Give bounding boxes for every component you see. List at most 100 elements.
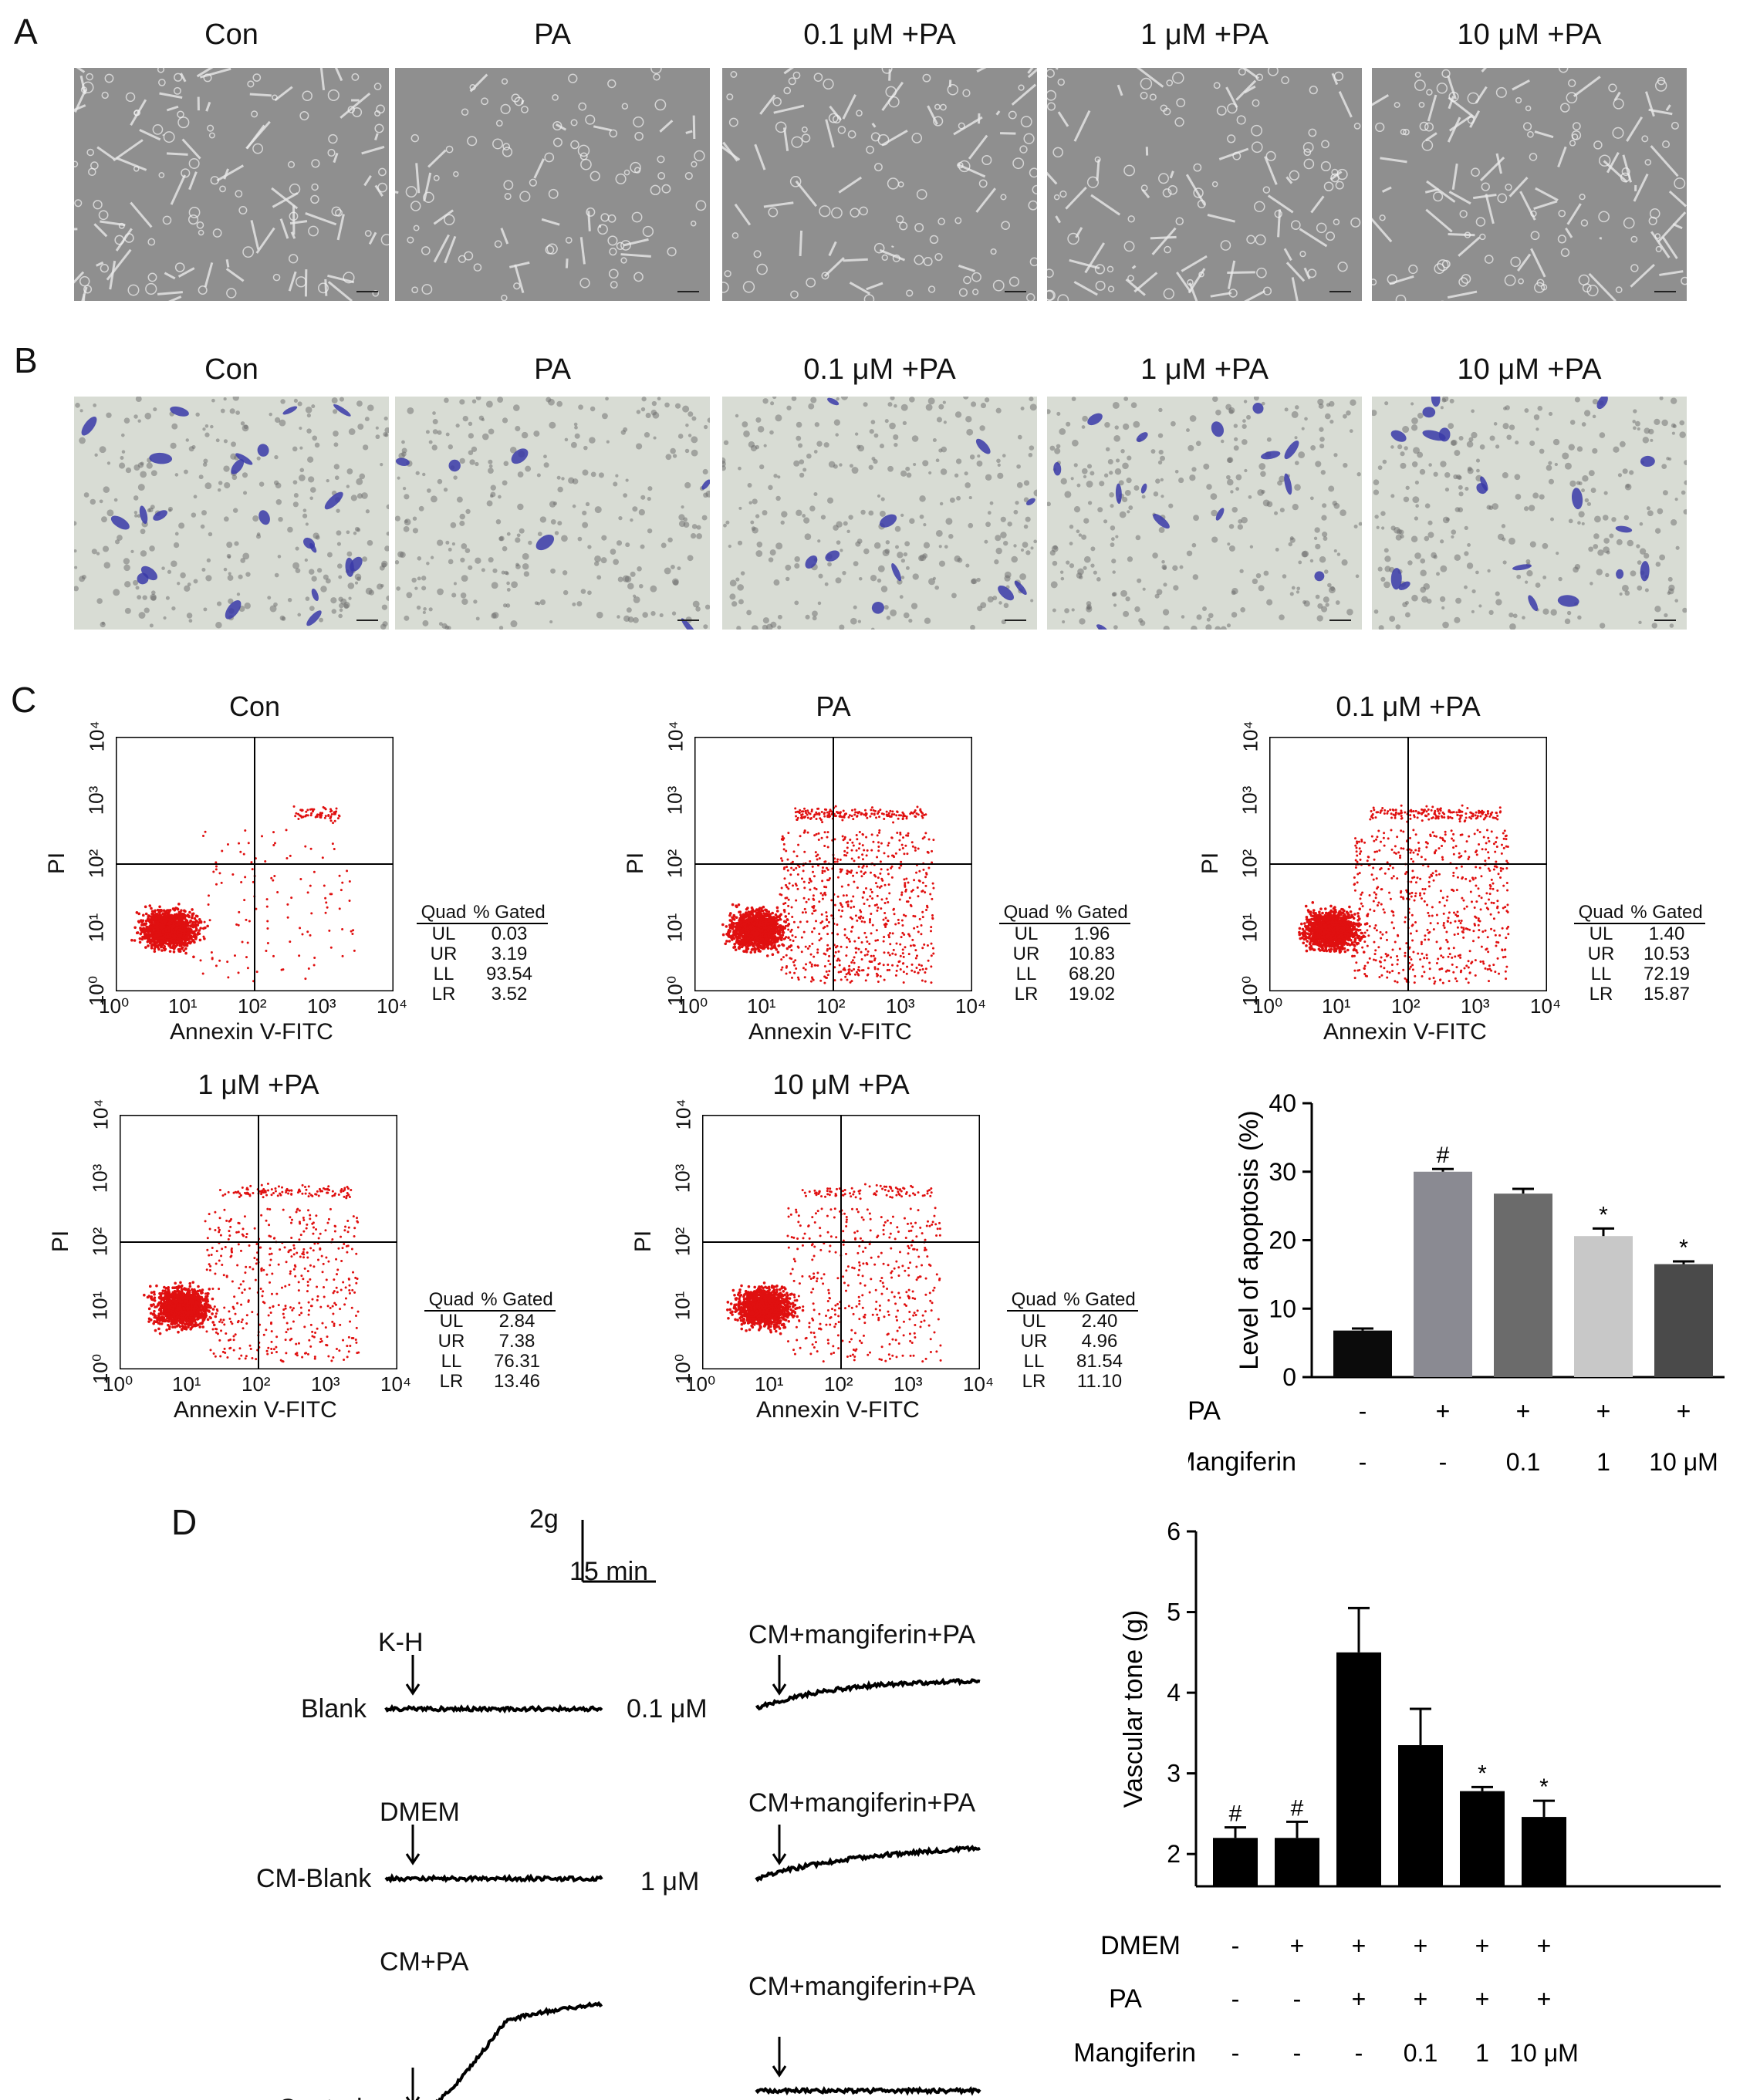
- bar: [1460, 1791, 1505, 1886]
- panel-label-c: C: [11, 680, 37, 720]
- x-tick-label: 10²: [816, 994, 846, 1018]
- condition-value: +: [1475, 1985, 1490, 2013]
- quad-table-row: UL 2.40: [1007, 1312, 1138, 1332]
- mangiferin-concentration-label: 0.1 μM: [627, 1694, 708, 1724]
- quad-table-row: LR 15.87: [1574, 984, 1705, 1004]
- condition-value: -: [1359, 1397, 1367, 1425]
- condition-value: 0.1: [1506, 1448, 1540, 1476]
- y-tick-label: 10²: [1238, 849, 1262, 879]
- quad-name: LR: [1589, 984, 1613, 1004]
- y-tick-label: 10¹: [663, 913, 687, 942]
- condition-value: +: [1290, 1932, 1305, 1960]
- condition-value: -: [1231, 1985, 1240, 2013]
- x-tick-label: 10⁴: [955, 994, 987, 1018]
- quad-value: 76.31: [493, 1351, 541, 1372]
- y-tick-label: 10⁰: [85, 975, 109, 1007]
- tension-trace: [755, 2085, 981, 2096]
- x-tick-label: 10³: [1461, 994, 1490, 1018]
- y-tick-label: 10⁰: [664, 975, 688, 1007]
- micrograph-title: Con: [204, 353, 258, 386]
- micrograph-title: 10 μM +PA: [1457, 19, 1602, 51]
- panel-label-d: D: [171, 1502, 198, 1542]
- quad-value: 4.96: [1081, 1331, 1118, 1352]
- condition-value: +: [1414, 1932, 1428, 1960]
- quad-table-row: LR 11.10: [1007, 1372, 1138, 1392]
- tension-trace: [435, 2000, 603, 2100]
- flow-plot-title: PA: [816, 690, 851, 722]
- bar: [1654, 1264, 1713, 1377]
- condition-value: +: [1352, 1932, 1367, 1960]
- x-tick-label: 10¹: [755, 1372, 784, 1396]
- quad-table-row: LR 3.52: [417, 984, 548, 1004]
- bar: [1336, 1652, 1381, 1886]
- x-tick-label: 10¹: [172, 1372, 201, 1396]
- transwell-stain-micrograph: [74, 397, 389, 630]
- condition-value: 0.1: [1404, 2039, 1438, 2067]
- quad-value: 1.40: [1648, 923, 1685, 944]
- quad-value: 11.10: [1076, 1371, 1123, 1392]
- treatment-marker-label: CM+mangiferin+PA: [748, 1972, 976, 2001]
- flow-scatter-plot: [702, 1115, 980, 1369]
- condition-row-label: Mangiferin: [1073, 2038, 1196, 2068]
- quad-name: LL: [1023, 1351, 1045, 1372]
- y-tick-label: 2: [1167, 1840, 1181, 1868]
- y-tick-label: 10⁴: [85, 721, 109, 752]
- x-axis-label: Annexin V-FITC: [1323, 1019, 1487, 1045]
- y-tick-label: 4: [1167, 1679, 1181, 1707]
- gated-header: % Gated: [1056, 902, 1128, 923]
- y-tick-label: 10⁰: [1238, 975, 1262, 1007]
- trace-row-label: CM-Blank: [256, 1864, 372, 1893]
- quad-gated-table: Quad % Gated UL 2.84 UR 7.38 LL 76.31 LR 13.46: [424, 1290, 556, 1392]
- bar: [1275, 1838, 1319, 1886]
- y-tick-label: 10⁰: [671, 1353, 695, 1385]
- phase-contrast-micrograph: [1047, 68, 1362, 301]
- tension-trace: [384, 1872, 603, 1884]
- y-axis-label: PI: [623, 852, 649, 875]
- x-tick-label: 10¹: [168, 994, 198, 1018]
- y-tick-label: 10¹: [1238, 913, 1262, 942]
- quad-value: 68.20: [1068, 964, 1116, 984]
- quad-table-header: Quad % Gated: [424, 1290, 556, 1312]
- arrow-head-icon: [405, 1853, 421, 1865]
- panel-label-b: B: [14, 340, 38, 380]
- quad-value: 93.54: [485, 964, 533, 984]
- x-tick-label: 10¹: [1322, 994, 1351, 1018]
- quad-header: Quad: [1003, 902, 1049, 923]
- bar: [1398, 1745, 1443, 1886]
- quad-name: UL: [1014, 923, 1039, 944]
- condition-value: -: [1293, 1985, 1302, 2013]
- condition-value: 1: [1475, 2039, 1489, 2067]
- quad-table-row: LL 72.19: [1574, 964, 1705, 984]
- condition-value: -: [1293, 2039, 1302, 2067]
- quad-gated-table: Quad % Gated UL 0.03 UR 3.19 LL 93.54 LR 3.52: [417, 903, 548, 1004]
- y-tick-label: 10²: [663, 849, 687, 879]
- quad-value: 7.38: [498, 1331, 535, 1352]
- transwell-stain-micrograph: [1372, 397, 1687, 630]
- quad-value: 1.96: [1073, 923, 1110, 944]
- quad-name: UR: [1587, 944, 1615, 964]
- scale-bar-force-label: 2g: [529, 1504, 559, 1534]
- transwell-stain-micrograph: [395, 397, 710, 630]
- quad-value: 13.46: [493, 1371, 541, 1392]
- y-tick-label: 20: [1269, 1227, 1296, 1254]
- x-axis-label: Annexin V-FITC: [748, 1019, 912, 1045]
- quad-name: UL: [439, 1311, 464, 1332]
- treatment-marker-label: K-H: [378, 1628, 424, 1657]
- condition-value: +: [1414, 1985, 1428, 2013]
- bar: [1494, 1193, 1552, 1377]
- quad-table-header: Quad % Gated: [417, 903, 548, 924]
- panel-label-a: A: [14, 12, 38, 52]
- y-tick-label: 0: [1282, 1363, 1296, 1391]
- quad-table-row: UL 1.40: [1574, 924, 1705, 944]
- y-axis-label: PI: [1198, 852, 1224, 875]
- quad-name: LR: [1014, 984, 1039, 1004]
- condition-value: +: [1436, 1397, 1451, 1425]
- micrograph-title: 0.1 μM +PA: [803, 353, 956, 386]
- y-tick-label: 10³: [671, 1163, 694, 1193]
- quad-value: 10.83: [1068, 944, 1116, 964]
- y-tick-label: 10³: [1238, 785, 1262, 815]
- micrograph-title: 10 μM +PA: [1457, 353, 1602, 386]
- flow-scatter-plot: [1269, 737, 1547, 991]
- tension-trace: [384, 1703, 603, 1714]
